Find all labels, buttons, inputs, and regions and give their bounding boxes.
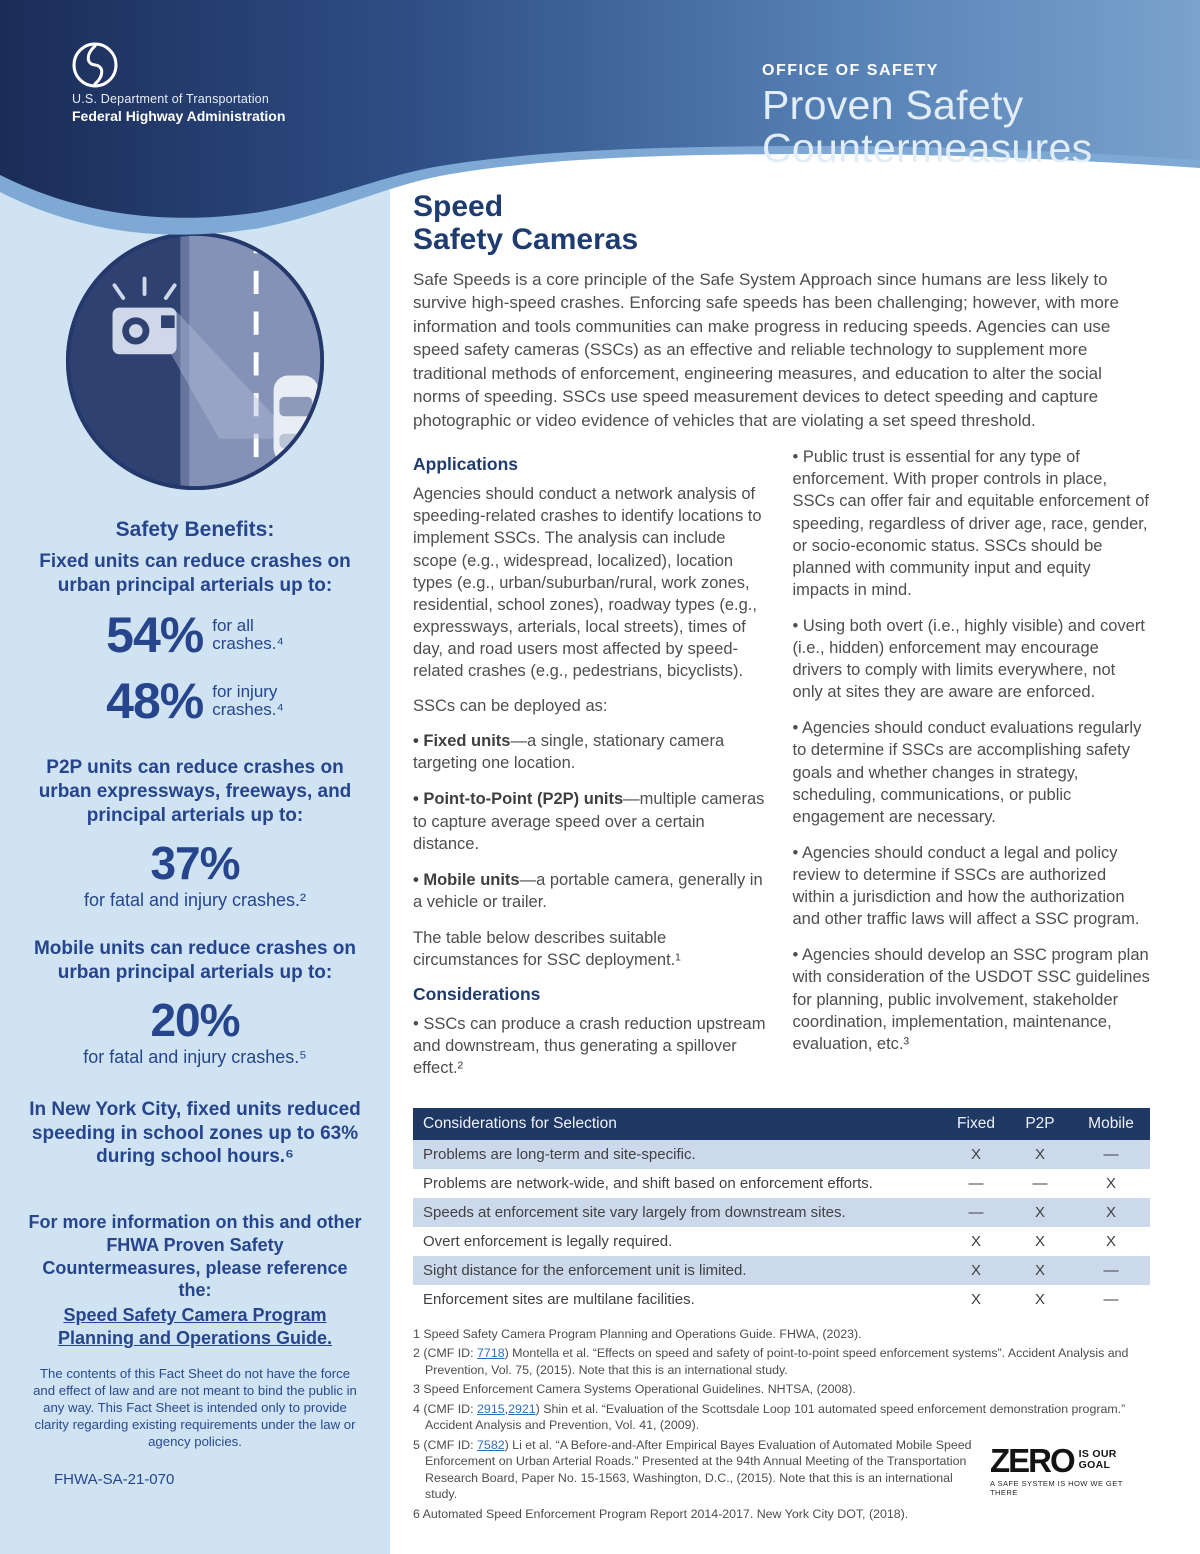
consideration-bullet-program-plan: • Agencies should develop an SSC program…: [792, 946, 1150, 1053]
sidebar: Safety Benefits: Fixed units can reduce …: [0, 230, 390, 1488]
page-header: U.S. Department of Transportation Federa…: [0, 0, 1200, 230]
applications-paragraph: Agencies should conduct a network analys…: [413, 485, 762, 681]
table-header-row: Considerations for Selection Fixed P2P M…: [413, 1107, 1150, 1140]
zero-goal-text: IS OUR GOAL: [1078, 1447, 1117, 1472]
more-info-text: For more information on this and other F…: [28, 1212, 362, 1301]
stat-48-value: 48%: [106, 672, 204, 729]
stat-48-label: for injury crashes.⁴: [212, 681, 284, 719]
footnote-6: 6 Automated Speed Enforcement Program Re…: [413, 1506, 909, 1521]
col-header-mobile: Mobile: [1072, 1107, 1150, 1140]
cmf-link-7582[interactable]: 7582: [477, 1437, 505, 1452]
zero-wordmark: ZERO: [990, 1441, 1076, 1479]
zero-goal-logo: ZERO IS OUR GOAL A SAFE SYSTEM IS HOW WE …: [990, 1444, 1150, 1497]
intro-paragraph: Safe Speeds is a core principle of the S…: [413, 270, 1119, 430]
table-note: The table below describes suitable circu…: [413, 929, 681, 970]
camera-icon: [112, 276, 177, 355]
guide-link[interactable]: Speed Safety Camera Program Planning and…: [57, 1305, 333, 1349]
cmf-link-2915[interactable]: 2915: [477, 1401, 505, 1416]
usdot-logo-icon: [72, 42, 118, 93]
footnote-4: 4 (CMF ID: 2915,2921) Shin et al. “Evalu…: [413, 1401, 1126, 1433]
agency-line2: Federal Highway Administration: [72, 108, 286, 124]
speed-camera-illustration: [65, 231, 325, 491]
deploy-bullet-mobile: • Mobile units—a portable camera, genera…: [413, 870, 763, 911]
table-row: Enforcement sites are multilane faciliti…: [423, 1290, 1119, 1308]
stat-20-value: 20%: [150, 993, 240, 1046]
agency-name: U.S. Department of Transportation Federa…: [72, 92, 285, 124]
safety-benefits-heading: Safety Benefits:: [115, 518, 275, 541]
cmf-link-7718[interactable]: 7718: [477, 1346, 505, 1361]
footnote-5: 5 (CMF ID: 7582) Li et al. “A Before-and…: [413, 1437, 972, 1502]
footnote-1: 1 Speed Safety Camera Program Planning a…: [413, 1326, 862, 1341]
deploy-intro: SSCs can be deployed as:: [413, 697, 608, 716]
right-column: • Public trust is essential for any type…: [793, 446, 1151, 1093]
consideration-bullet-public-trust: • Public trust is essential for any type…: [792, 448, 1150, 599]
mobile-units-intro: Mobile units can reduce crashes on urban…: [33, 937, 357, 983]
deploy-bullet-fixed: • Fixed units—a single, stationary camer…: [413, 732, 725, 773]
stat-54-label: for all crashes.⁴: [212, 615, 284, 653]
footnotes-section: 1 Speed Safety Camera Program Planning a…: [413, 1326, 1150, 1523]
left-column: Applications Agencies should conduct a n…: [413, 446, 771, 1093]
consideration-bullet-spillover: • SSCs can produce a crash reduction ups…: [413, 1015, 766, 1078]
footnote-2: 2 (CMF ID: 7718) Montella et al. “Effect…: [413, 1346, 1129, 1377]
table-row: Overt enforcement is legally required. X…: [423, 1232, 1116, 1250]
stat-54: 54% for all crashes.⁴: [28, 606, 362, 664]
disclaimer-text: The contents of this Fact Sheet do not h…: [33, 1365, 357, 1450]
table-row: Sight distance for the enforcement unit …: [413, 1255, 1150, 1285]
considerations-table: Considerations for Selection Fixed P2P M…: [413, 1107, 1150, 1314]
table-row: Problems are long-term and site-specific…: [413, 1139, 1150, 1169]
table-row: Problems are network-wide, and shift bas…: [423, 1174, 1116, 1192]
stat-37-label: for fatal and injury crashes.²: [83, 889, 307, 910]
col-header-p2p: P2P: [1008, 1107, 1072, 1140]
agency-line1: U.S. Department of Transportation: [72, 92, 269, 106]
deploy-bullet-p2p: • Point-to-Point (P2P) units—multiple ca…: [413, 790, 765, 853]
car-icon: [273, 375, 319, 463]
main-content: Speed Safety Cameras Safe Speeds is a co…: [413, 190, 1150, 1525]
p2p-units-intro: P2P units can reduce crashes on urban ex…: [38, 756, 352, 826]
stat-48: 48% for injury crashes.⁴: [28, 672, 362, 730]
applications-heading: Applications: [413, 454, 519, 475]
stat-54-value: 54%: [106, 606, 204, 663]
col-header-fixed: Fixed: [944, 1107, 1008, 1140]
document-number: FHWA-SA-21-070: [54, 1470, 175, 1488]
table-row: Speeds at enforcement site vary largely …: [413, 1197, 1150, 1227]
col-header-label: Considerations for Selection: [413, 1107, 944, 1140]
zero-tagline: A SAFE SYSTEM IS HOW WE GET THERE: [990, 1478, 1123, 1497]
footnote-3: 3 Speed Enforcement Camera Systems Opera…: [413, 1382, 856, 1397]
stat-37-value: 37%: [150, 836, 240, 889]
fixed-units-intro: Fixed units can reduce crashes on urban …: [39, 551, 351, 596]
nyc-note: In New York City, fixed units reduced sp…: [29, 1098, 361, 1168]
consideration-bullet-evaluations: • Agencies should conduct evaluations re…: [792, 719, 1142, 826]
office-of-safety-label: OFFICE OF SAFETY: [762, 62, 939, 79]
consideration-bullet-overt-covert: • Using both overt (i.e., highly visible…: [792, 616, 1145, 702]
cmf-link-2921[interactable]: 2921: [508, 1401, 536, 1416]
consideration-bullet-legal-review: • Agencies should conduct a legal and po…: [792, 843, 1140, 929]
program-title: Proven Safety Countermeasures: [762, 82, 1093, 172]
considerations-heading: Considerations: [413, 984, 541, 1005]
stat-20-label: for fatal and injury crashes.⁵: [83, 1046, 307, 1067]
